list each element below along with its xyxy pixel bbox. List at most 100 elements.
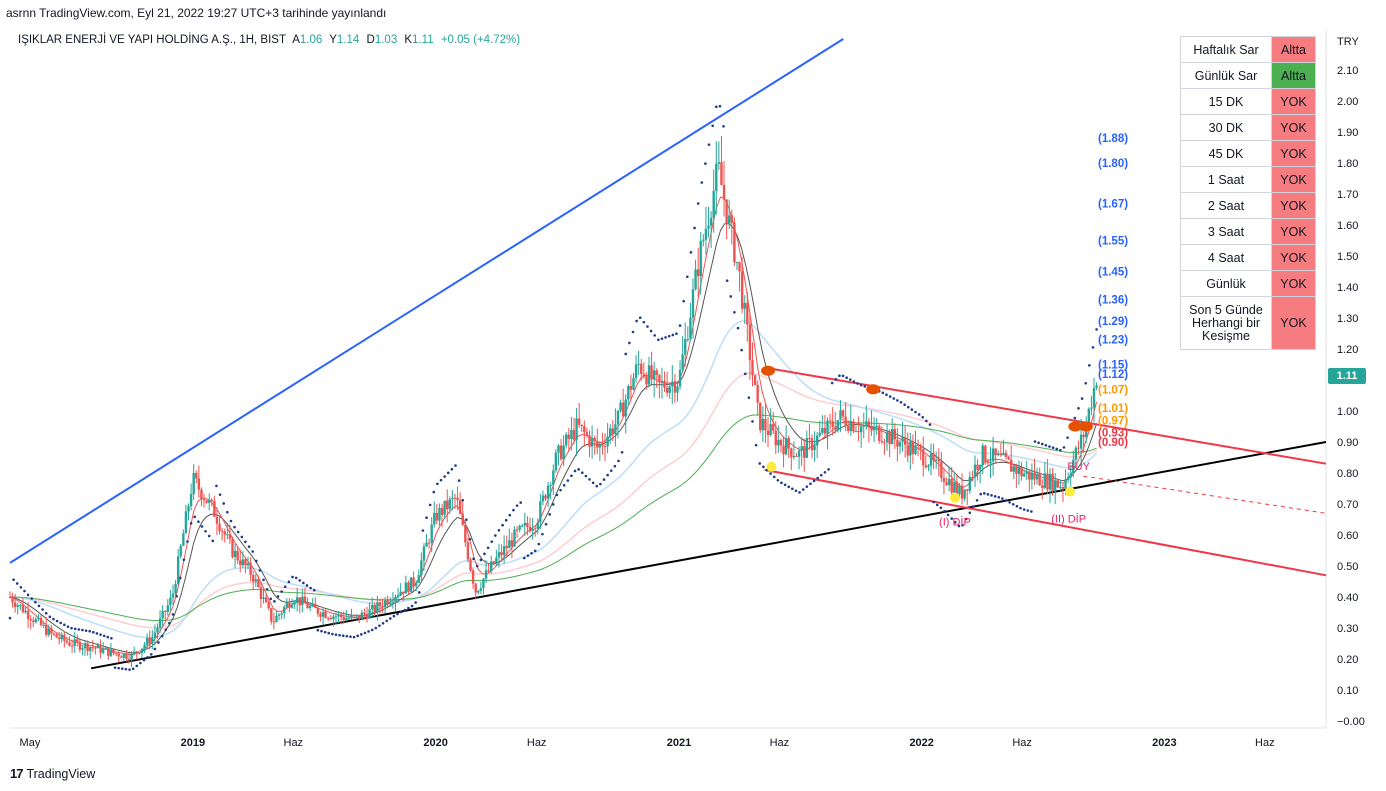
candle-body xyxy=(433,512,436,525)
sar-dot xyxy=(1091,346,1095,349)
sar-dot xyxy=(117,666,120,670)
trendline-black-support xyxy=(90,441,1327,670)
fib-level-label: (1.80) xyxy=(1098,158,1128,170)
candle-body xyxy=(16,605,19,607)
sar-dot xyxy=(566,479,570,482)
candle-body xyxy=(771,424,775,431)
x-tick-label: Haz xyxy=(527,737,547,749)
candle-body xyxy=(1090,407,1093,409)
candle-body xyxy=(13,602,17,607)
signal-status: YOK xyxy=(1271,192,1316,219)
sar-dot xyxy=(990,494,993,497)
candle-body xyxy=(1061,486,1065,489)
sar-dot xyxy=(599,482,602,486)
candle-body xyxy=(665,387,669,393)
candle-body xyxy=(968,476,972,491)
candle-body xyxy=(971,476,974,478)
high-value: 1.14 xyxy=(336,34,360,46)
candle-body xyxy=(89,647,92,651)
sar-dot xyxy=(280,590,283,593)
candle-body xyxy=(435,512,439,521)
y-tick-label: 1.60 xyxy=(1337,220,1358,232)
candle-body xyxy=(748,324,752,361)
sar-dot xyxy=(84,629,88,632)
candle-body xyxy=(999,453,1003,456)
candle-body xyxy=(565,434,568,446)
sar-dot xyxy=(135,664,139,668)
signal-row: 30 DK YOK xyxy=(1180,114,1316,141)
candle-body xyxy=(1015,466,1018,474)
signal-status: YOK xyxy=(1271,140,1316,167)
sar-dot xyxy=(838,374,841,377)
signal-row: Günlük YOK xyxy=(1180,270,1316,297)
sar-dot xyxy=(678,324,682,327)
candle-body xyxy=(699,240,702,277)
sar-dot xyxy=(258,569,262,572)
sar-dot xyxy=(164,628,168,631)
signal-status: YOK xyxy=(1271,244,1316,271)
candle-body xyxy=(417,575,420,583)
candle-body xyxy=(1095,385,1098,388)
fib-level-label: (1.23) xyxy=(1098,335,1128,347)
y-tick-label: 1.00 xyxy=(1337,406,1358,418)
sar-dot xyxy=(229,519,233,523)
candle-body xyxy=(712,190,715,218)
sar-dot xyxy=(762,465,765,469)
high-label: Y xyxy=(329,34,337,46)
publication-header: asrnn TradingView.com, Eyl 21, 2022 19:2… xyxy=(6,6,387,20)
candle-body xyxy=(689,317,692,340)
candle-body xyxy=(179,545,182,557)
candle-body xyxy=(906,444,909,456)
sar-dot xyxy=(294,576,298,580)
sar-dot xyxy=(544,522,548,526)
candle-body xyxy=(109,649,113,656)
sar-dot xyxy=(798,491,801,494)
fib-level-label: (0.97) xyxy=(1098,415,1128,427)
candle-body xyxy=(513,529,516,547)
candle-body xyxy=(924,465,928,468)
sar-dot xyxy=(316,628,320,632)
sar-dot xyxy=(729,295,733,298)
candle-body xyxy=(145,637,149,645)
candle-body xyxy=(358,614,361,619)
sar-dot xyxy=(287,580,291,584)
signal-row: 2 Saat YOK xyxy=(1180,192,1316,219)
sar-dot xyxy=(519,501,522,504)
candle-body xyxy=(945,482,948,486)
tradingview-icon: 17 xyxy=(10,766,24,781)
sar-dot xyxy=(486,546,490,550)
sar-dot xyxy=(410,604,414,608)
candle-body xyxy=(603,445,607,447)
candle-body xyxy=(717,162,721,164)
sar-dot xyxy=(193,515,197,519)
sar-dot xyxy=(979,492,982,496)
sar-dot xyxy=(461,498,465,502)
candle-body xyxy=(813,445,816,451)
signal-status: Altta xyxy=(1271,62,1316,89)
sar-dot xyxy=(1030,510,1033,513)
sar-dot xyxy=(736,326,740,330)
sar-dot xyxy=(957,524,961,528)
trendline-channel-bottom xyxy=(764,468,1327,577)
candle-body xyxy=(425,542,428,547)
fib-level-label: (1.07) xyxy=(1098,384,1128,396)
candle-body xyxy=(536,522,539,529)
sar-dot xyxy=(146,655,149,659)
tradingview-logo[interactable]: 17 TradingView xyxy=(10,766,95,781)
sar-dot xyxy=(787,485,791,489)
x-axis[interactable]: May 2019 Haz 2020 Haz 2021 Haz 2022 Haz 2023 Haz xyxy=(20,737,1275,749)
candle-body xyxy=(761,418,765,431)
candle-body xyxy=(779,439,783,446)
candle-body xyxy=(1079,434,1083,449)
y-tick-label: 2.10 xyxy=(1337,65,1358,77)
sar-dot xyxy=(30,597,34,600)
sar-dot xyxy=(240,535,244,539)
low-label: D xyxy=(366,34,375,46)
sar-dot xyxy=(1004,499,1008,502)
candle-body xyxy=(24,610,27,613)
candle-body xyxy=(888,432,891,445)
sar-dot xyxy=(168,621,171,625)
sar-dot xyxy=(1011,502,1015,506)
sar-dot xyxy=(490,540,494,543)
